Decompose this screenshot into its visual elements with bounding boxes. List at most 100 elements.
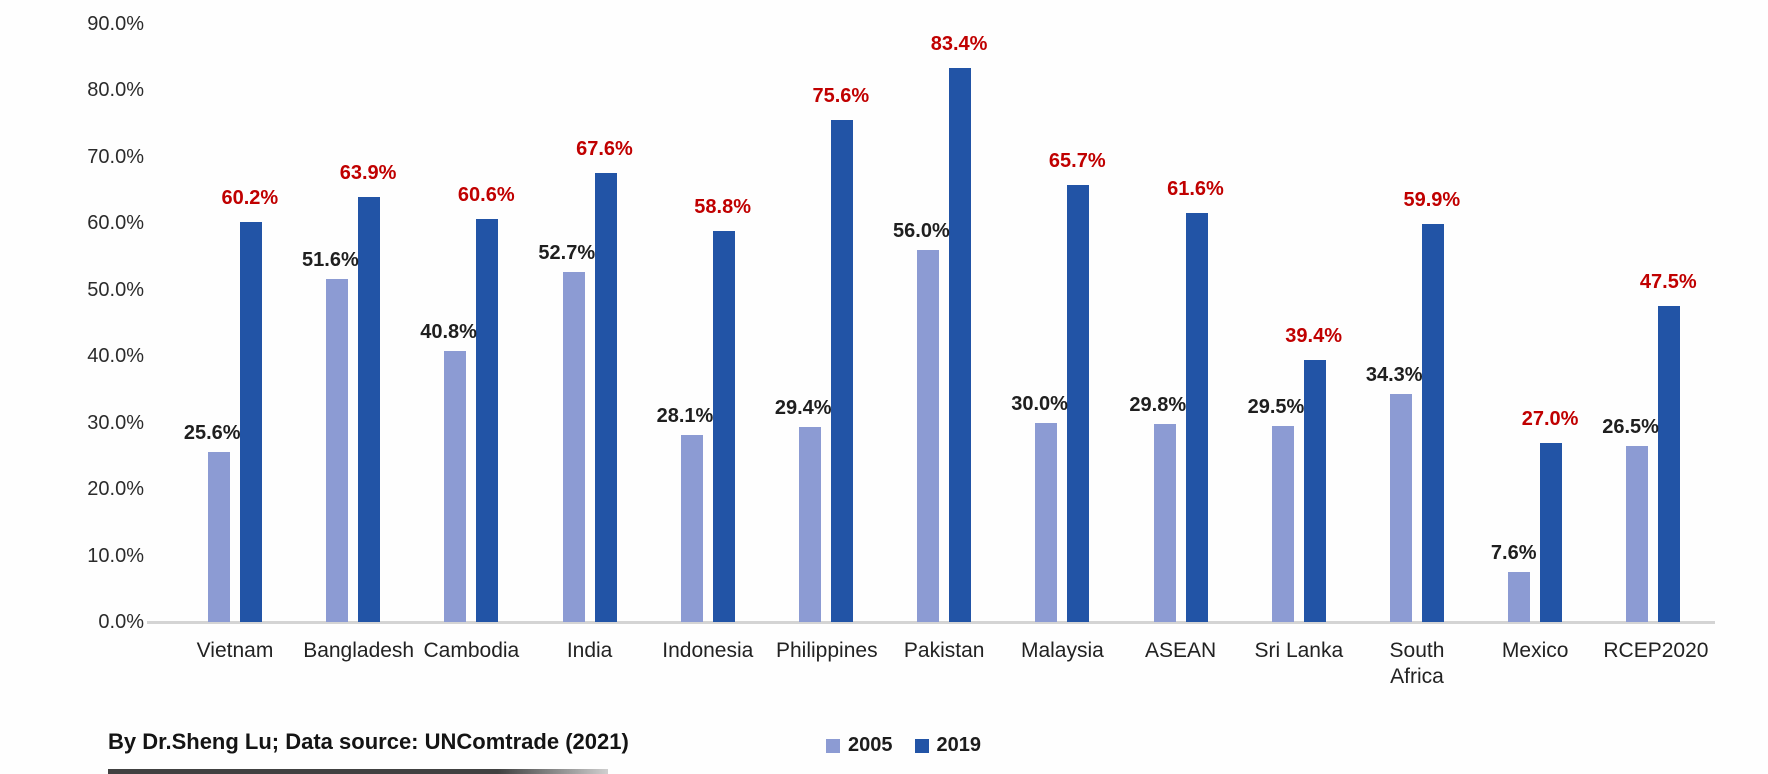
y-tick-label: 80.0%: [87, 79, 144, 102]
y-tick-label: 70.0%: [87, 145, 144, 168]
y-tick-label: 20.0%: [87, 478, 144, 501]
data-label-2019-cambodia: 60.6%: [457, 184, 515, 207]
y-tick-label: 0.0%: [98, 611, 144, 633]
legend-swatch-2005: [826, 738, 840, 753]
data-label-2019-sri-lanka: 39.4%: [1285, 325, 1343, 348]
legend-item-2005: 2005: [826, 734, 893, 757]
y-tick-label: 10.0%: [87, 544, 144, 567]
category-group-philippines: 29.4% 75.6%: [767, 24, 885, 622]
data-label-2005-sri-lanka: 29.5%: [1247, 396, 1305, 418]
bar-2019-asean: [1185, 212, 1208, 622]
bar-2005-asean: [1153, 424, 1176, 622]
bar-2019-india: [594, 172, 617, 622]
data-label-2019-indonesia: 58.8%: [694, 196, 752, 219]
data-label-2019-india: 67.6%: [576, 137, 633, 160]
category-group-indonesia: 28.1% 58.8%: [649, 24, 767, 622]
chart-credit: By Dr.Sheng Lu; Data source: UNComtrade …: [108, 729, 629, 754]
category-label-vietnam: Vietnam: [196, 639, 274, 662]
data-label-2019-asean: 61.6%: [1167, 177, 1224, 200]
bar-2005-sri-lanka: [1271, 426, 1294, 622]
data-label-2005-indonesia: 28.1%: [656, 405, 714, 428]
category-group-rcep2020: 26.5% 47.5%: [1594, 24, 1712, 622]
bar-2005-philippines: [799, 426, 821, 622]
bar-2005-cambodia: [444, 350, 467, 622]
y-tick-label: 50.0%: [87, 278, 144, 301]
legend-swatch-2019: [914, 738, 929, 753]
category-group-asean: 29.8% 61.6%: [1122, 24, 1240, 622]
bar-2005-indonesia: [680, 435, 703, 622]
bar-2019-indonesia: [712, 231, 735, 622]
y-tick-label: 30.0%: [87, 411, 144, 434]
category-label-bangladesh: Bangladesh: [303, 639, 415, 662]
category-label-india: India: [566, 639, 613, 662]
category-group-cambodia: 40.8% 60.6%: [412, 24, 530, 622]
bar-2005-rcep2020: [1626, 445, 1649, 622]
plot-area: 25.6% 60.2% 51.6% 63.9% 40.8% 60.6% 52.7% 67.6%…: [147, 24, 1715, 624]
category-group-vietnam: 25.6% 60.2%: [176, 24, 294, 622]
category-group-pakistan: 56.0% 83.4%: [885, 24, 1003, 622]
data-label-2005-malaysia: 30.0%: [1011, 392, 1068, 415]
y-tick-label: 90.0%: [87, 13, 144, 35]
data-label-2019-malaysia: 65.7%: [1048, 150, 1106, 173]
category-label-cambodia: Cambodia: [423, 639, 520, 662]
bar-2019-south-africa: [1422, 224, 1444, 622]
category-label-malaysia: Malaysia: [1020, 639, 1104, 662]
category-group-india: 52.7% 67.6%: [531, 24, 649, 622]
bar-2019-vietnam: [240, 222, 262, 622]
bar-2005-india: [562, 271, 585, 622]
chart-legend: 2005 2019: [826, 734, 981, 757]
data-label-2019-bangladesh: 63.9%: [339, 162, 397, 185]
x-axis-line: [147, 621, 1715, 624]
data-label-2005-south-africa: 34.3%: [1365, 364, 1423, 387]
bar-2005-south-africa: [1390, 394, 1412, 622]
category-group-south-africa: 34.3% 59.9%: [1358, 24, 1476, 622]
bar-2019-bangladesh: [358, 197, 381, 622]
category-group-sri-lanka: 29.5% 39.4%: [1240, 24, 1358, 622]
bar-2005-malaysia: [1035, 422, 1058, 622]
category-label-asean: ASEAN: [1144, 639, 1217, 662]
data-label-2019-rcep2020: 47.5%: [1639, 271, 1697, 294]
data-label-2019-philippines: 75.6%: [812, 84, 870, 107]
data-label-2019-vietnam: 60.2%: [221, 187, 279, 210]
data-label-2005-asean: 29.8%: [1129, 394, 1187, 416]
data-label-2005-pakistan: 56.0%: [893, 219, 950, 242]
data-label-2019-pakistan: 83.4%: [930, 32, 988, 55]
data-label-2005-mexico: 7.6%: [1490, 541, 1537, 564]
category-group-bangladesh: 51.6% 63.9%: [294, 24, 412, 622]
legend-item-2019: 2019: [914, 734, 982, 757]
category-label-sri-lanka: Sri Lanka: [1254, 639, 1344, 662]
category-label-rcep2020: RCEP2020: [1603, 639, 1709, 662]
category-label-philippines: Philippines: [776, 639, 878, 662]
legend-label-2005: 2005: [848, 734, 893, 756]
bar-2019-malaysia: [1067, 185, 1090, 622]
category-label-pakistan: Pakistan: [903, 639, 985, 662]
data-label-2005-philippines: 29.4%: [774, 396, 832, 419]
clipped-text-strip: [108, 769, 608, 774]
bar-2019-rcep2020: [1658, 306, 1681, 622]
data-label-2005-rcep2020: 26.5%: [1602, 415, 1659, 438]
y-tick-label: 60.0%: [87, 212, 144, 235]
bar-2019-cambodia: [476, 219, 499, 622]
category-label-indonesia: Indonesia: [662, 639, 754, 662]
data-label-2005-bangladesh: 51.6%: [302, 249, 359, 272]
category-group-mexico: 7.6% 27.0%: [1476, 24, 1594, 622]
category-label-south-africa: South Africa: [1389, 639, 1445, 688]
bar-2019-pakistan: [949, 67, 972, 622]
data-label-2005-cambodia: 40.8%: [420, 320, 477, 343]
data-label-2019-south-africa: 59.9%: [1403, 189, 1461, 211]
data-label-2005-india: 52.7%: [538, 241, 596, 264]
bar-2005-mexico: [1508, 571, 1531, 622]
bar-2005-pakistan: [917, 249, 940, 622]
x-axis: Vietnam Bangladesh Cambodia India Indonesia P…: [155, 638, 1715, 718]
bar-2019-sri-lanka: [1303, 360, 1326, 622]
y-tick-label: 40.0%: [87, 345, 144, 368]
bar-2005-vietnam: [208, 451, 230, 622]
bar-2005-bangladesh: [326, 279, 349, 622]
category-label-mexico: Mexico: [1501, 639, 1569, 662]
bar-2019-mexico: [1540, 442, 1563, 622]
y-axis: 90.0% 80.0% 70.0% 60.0% 50.0% 40.0% 30.0% 20.0%…: [40, 0, 150, 700]
bar-2019-philippines: [831, 119, 853, 622]
category-group-malaysia: 30.0% 65.7%: [1003, 24, 1121, 622]
legend-label-2019: 2019: [936, 734, 982, 756]
